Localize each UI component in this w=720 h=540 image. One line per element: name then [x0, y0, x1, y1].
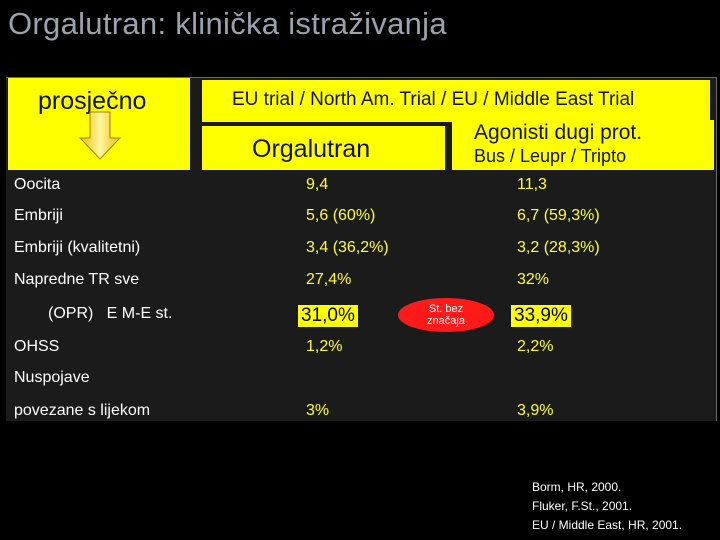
- row-label-quality-embryos: Embriji (kvalitetni): [14, 239, 141, 256]
- row-value-orgalutran: 27,4%: [306, 271, 352, 288]
- header-agonists-label: Agonisti dugi prot.: [474, 121, 643, 144]
- row-label-opr: (OPR) E M-E st.: [48, 305, 173, 322]
- row-value-orgalutran: 3,4 (36,2%): [306, 239, 389, 256]
- row-label-ohss: OHSS: [14, 338, 60, 355]
- row-label-drug-related: povezane s lijekom: [14, 402, 151, 419]
- row-label-pregnancy-all: Napredne TR sve: [14, 271, 140, 288]
- row-label-oocytes: Oocita: [14, 176, 61, 193]
- row-value-orgalutran: 3%: [306, 402, 330, 419]
- reference-item: Fluker, F.St., 2001.: [532, 499, 633, 513]
- header-orgalutran: Orgalutran: [202, 126, 445, 170]
- header-agonists: Agonisti dugi prot. Bus / Leupr / Tripto: [452, 120, 714, 170]
- references: Borm, HR, 2000. Fluker, F.St., 2001. EU …: [532, 478, 682, 535]
- row-value-agonists: 3,2 (28,3%): [517, 239, 600, 256]
- header-agonists-sublabel: Bus / Leupr / Tripto: [474, 146, 627, 166]
- header-trials-label: EU trial / North Am. Trial / EU / Middle…: [232, 89, 635, 110]
- row-value-agonists: 3,9%: [517, 402, 554, 419]
- row-value-orgalutran: 5,6 (60%): [306, 207, 376, 224]
- badge-line1: St. bez: [428, 303, 464, 315]
- row-value-orgalutran: 1,2%: [306, 338, 343, 355]
- reference-item: EU / Middle East, HR, 2001.: [532, 518, 683, 532]
- highlight-value-orgalutran: 31,0%: [298, 305, 358, 327]
- row-value-agonists: 32%: [517, 271, 550, 288]
- header-trials: EU trial / North Am. Trial / EU / Middle…: [202, 80, 710, 122]
- header-average-label: prosječno: [38, 87, 147, 115]
- row-value-agonists: 2,2%: [517, 338, 554, 355]
- reference-item: Borm, HR, 2000.: [532, 480, 622, 494]
- header-orgalutran-label: Orgalutran: [252, 135, 371, 163]
- significance-badge: St. bez značaja: [398, 298, 494, 332]
- page-title: Orgalutran: klinička istraživanja: [8, 6, 447, 41]
- row-label-side-effects: Nuspojave: [14, 369, 90, 386]
- arrow-down-icon: [79, 111, 121, 160]
- row-value-agonists: 11,3: [517, 176, 547, 193]
- highlight-value-agonists: 33,9%: [511, 305, 571, 327]
- row-value-orgalutran: 9,4: [306, 176, 329, 193]
- row-label-embryos: Embriji: [14, 207, 63, 224]
- badge-line2: značaja: [427, 315, 465, 327]
- row-value-agonists: 6,7 (59,3%): [517, 207, 600, 224]
